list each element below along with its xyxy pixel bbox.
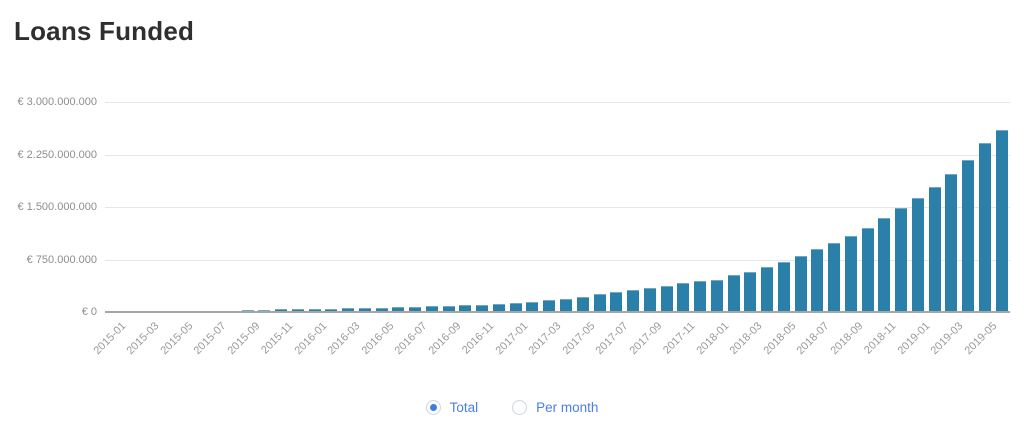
bar xyxy=(861,228,874,312)
x-axis-baseline xyxy=(105,311,1010,313)
gridline xyxy=(105,259,1010,261)
bar xyxy=(543,300,556,312)
bar xyxy=(258,309,271,312)
bar xyxy=(476,304,489,312)
bar xyxy=(911,198,924,312)
bar xyxy=(459,305,472,312)
bar xyxy=(828,243,841,312)
view-option-total[interactable]: Total xyxy=(425,400,479,415)
gridline xyxy=(105,207,1010,208)
radio-unselected-icon[interactable] xyxy=(512,400,528,415)
bar xyxy=(291,309,304,312)
bar xyxy=(643,287,656,312)
bar xyxy=(342,308,355,312)
bar xyxy=(844,236,857,312)
y-tick-label: € 750.000.000 xyxy=(26,253,97,266)
radio-selected-icon[interactable] xyxy=(425,400,441,415)
bar xyxy=(727,275,740,312)
y-tick-label: € 3.000.000.000 xyxy=(17,96,97,108)
bar xyxy=(694,281,707,312)
bar xyxy=(794,256,807,312)
y-tick-label: € 1.500.000.000 xyxy=(17,201,97,213)
view-option-per-month[interactable]: Per month xyxy=(512,400,598,415)
bar xyxy=(677,283,690,312)
bar xyxy=(627,289,640,312)
bar xyxy=(358,308,371,312)
bar xyxy=(761,266,774,312)
bar xyxy=(811,249,824,312)
bar xyxy=(995,130,1008,312)
bar xyxy=(710,279,723,312)
bar xyxy=(509,303,522,312)
bar xyxy=(576,296,589,312)
bar-chart-plot-area: € 0 € 750.000.000 € 1.500.000.000 € 2.250.0… xyxy=(17,96,1010,357)
bar xyxy=(275,309,288,312)
bar xyxy=(308,308,321,312)
radio-label[interactable]: Total xyxy=(449,400,479,415)
gridline xyxy=(105,102,1010,103)
bar xyxy=(375,307,388,312)
y-tick-label: € 0 xyxy=(81,306,97,318)
page-title: Loans Funded xyxy=(14,16,195,46)
bar xyxy=(392,307,405,312)
bar xyxy=(978,143,991,312)
gridline xyxy=(105,154,1010,156)
bar xyxy=(492,303,505,312)
chart-view-toggle-group: Total Per month xyxy=(0,400,1024,415)
bar xyxy=(241,309,254,312)
bar xyxy=(593,294,606,312)
bar xyxy=(442,305,455,312)
bar xyxy=(777,262,790,312)
bar xyxy=(962,159,975,312)
bar xyxy=(895,208,908,312)
bar xyxy=(945,173,958,312)
bar xyxy=(560,299,572,312)
bar xyxy=(744,271,757,312)
bar xyxy=(325,308,338,312)
radio-label[interactable]: Per month xyxy=(536,400,599,415)
bar xyxy=(928,187,941,312)
bar xyxy=(610,292,623,312)
bar xyxy=(660,286,673,312)
bar xyxy=(878,218,891,312)
bar xyxy=(526,301,539,312)
y-tick-label: € 2.250.000.000 xyxy=(17,148,97,161)
bar xyxy=(425,306,438,312)
bar xyxy=(409,306,422,312)
